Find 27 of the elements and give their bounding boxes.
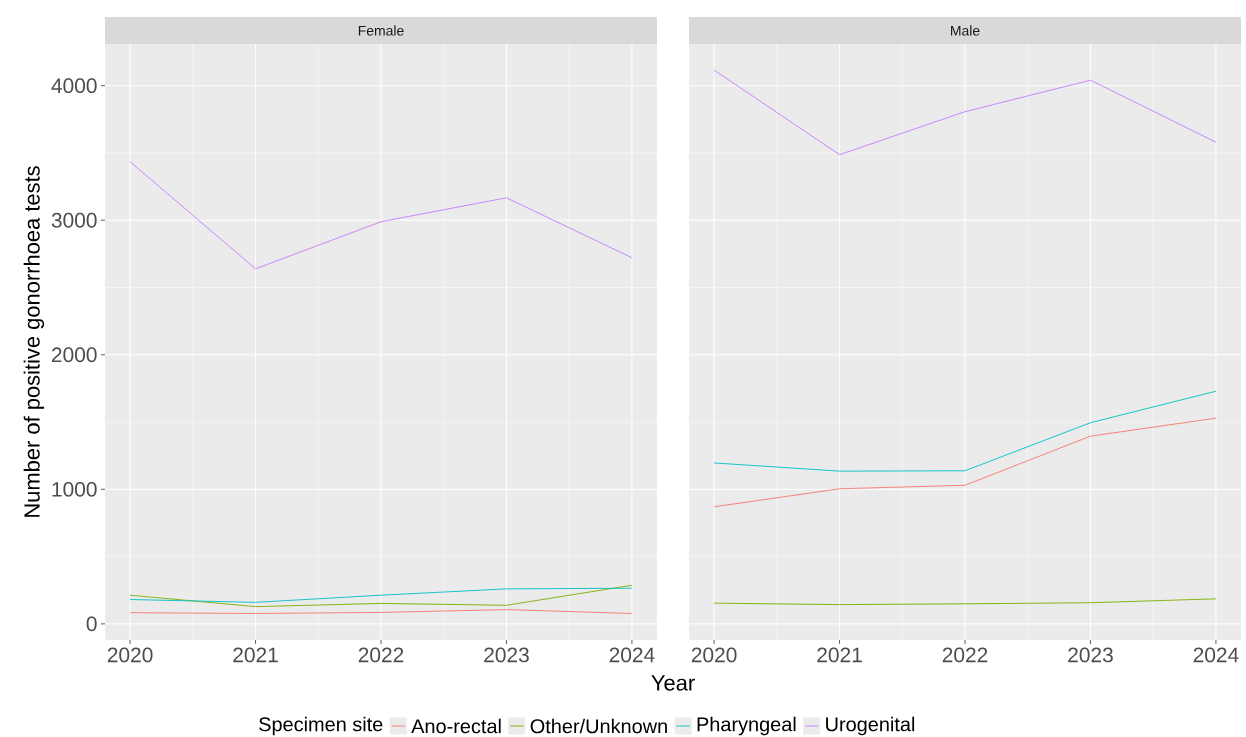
x-axis-title: Year: [651, 675, 695, 691]
x-tick-label: 2020: [107, 647, 153, 663]
line-series: [129, 584, 633, 608]
y-tick-label: 4000: [51, 78, 97, 94]
legend-label: Pharyngeal: [697, 716, 796, 736]
legend-title: Specimen site: [259, 716, 383, 736]
line-series: [129, 587, 633, 603]
chart-title: Female: [358, 25, 404, 36]
y-tick-label: 0: [86, 616, 97, 632]
x-tick-label: 2024: [609, 647, 655, 663]
y-tick-label: 1000: [52, 481, 97, 497]
x-tick-label: 2023: [1068, 647, 1113, 663]
x-tick-label: 2020: [691, 647, 737, 663]
x-tick-label: 2021: [233, 647, 278, 663]
y-tick-label: 2000: [51, 347, 97, 363]
x-tick-label: 2022: [942, 647, 988, 663]
x-tick-label: 2023: [484, 647, 529, 663]
legend-label: Ano-rectal: [411, 718, 501, 734]
legend-label: Other/Unknown: [530, 718, 667, 734]
line-series: [129, 161, 633, 270]
chart-title: Male: [951, 25, 980, 36]
x-tick-label: 2024: [1193, 647, 1239, 663]
y-tick-label: 3000: [51, 212, 97, 228]
legend-label: Urogenital: [826, 716, 915, 736]
x-tick-label: 2021: [817, 647, 862, 663]
y-axis-title: Number of positive gonorrhoea tests: [23, 166, 45, 517]
x-tick-label: 2022: [358, 647, 404, 663]
